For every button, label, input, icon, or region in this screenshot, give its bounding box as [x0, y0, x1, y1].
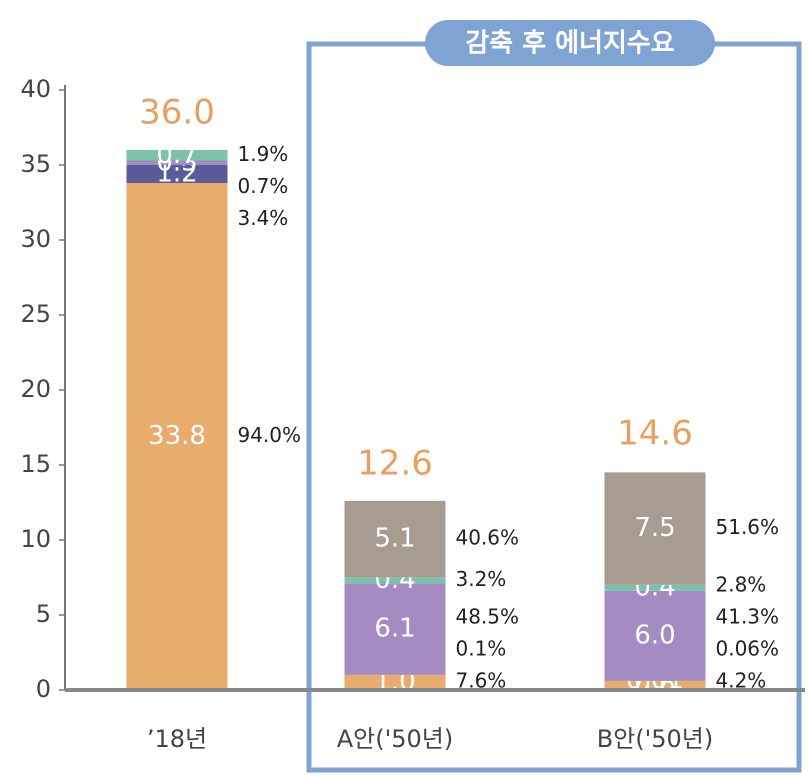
share-label: 94.0% — [238, 423, 302, 447]
box-title-pill — [425, 20, 715, 66]
bar-segment — [126, 183, 228, 690]
share-label: 3.4% — [238, 206, 289, 230]
bar-segment — [604, 584, 706, 591]
value-label: 0.7 — [156, 140, 197, 170]
share-label: 48.5% — [456, 605, 520, 629]
x-tick-label: A안('50년) — [337, 725, 453, 753]
bar-segment — [344, 583, 446, 675]
y-tick-label: 15 — [20, 450, 51, 478]
bar-segment — [344, 500, 446, 578]
total-label: 36.0 — [139, 93, 215, 133]
y-tick-label: 20 — [20, 375, 51, 403]
share-label: 40.6% — [456, 526, 520, 550]
box-title: 감축 후 에너지수요 — [465, 29, 675, 59]
total-label: 12.6 — [357, 444, 433, 484]
y-tick-label: 5 — [36, 600, 51, 628]
share-label: 0.7% — [238, 174, 289, 198]
share-label: 3.2% — [456, 567, 507, 591]
value-label: 6.1 — [374, 614, 415, 644]
bar-segment — [126, 165, 228, 183]
bar-segment — [604, 590, 706, 681]
value-label: 6.0 — [634, 620, 675, 650]
bar-segment — [126, 160, 228, 165]
value-label: 33.8 — [148, 421, 206, 451]
share-label: 0.06% — [716, 637, 780, 661]
y-tick-label: 0 — [36, 675, 51, 703]
bar-segment — [126, 150, 228, 161]
share-label: 51.6% — [716, 515, 780, 539]
bar-segment — [344, 675, 446, 690]
share-label: 1.9% — [238, 142, 289, 166]
value-label: 7.5 — [634, 513, 675, 543]
share-label: 41.3% — [716, 605, 780, 629]
total-label: 14.6 — [617, 414, 693, 454]
x-tick-label: ’18년 — [147, 725, 207, 753]
y-tick-label: 40 — [20, 75, 51, 103]
y-tick-label: 30 — [20, 225, 51, 253]
share-label: 2.8% — [716, 573, 767, 597]
bar-segment — [344, 577, 446, 584]
share-label: 0.1% — [456, 637, 507, 661]
bar-segment — [604, 472, 706, 585]
y-tick-label: 10 — [20, 525, 51, 553]
y-tick-label: 25 — [20, 300, 51, 328]
value-label: 5.1 — [374, 524, 415, 554]
y-tick-label: 35 — [20, 150, 51, 178]
x-tick-label: B안('50년) — [597, 725, 714, 753]
bar-segment — [604, 681, 706, 690]
